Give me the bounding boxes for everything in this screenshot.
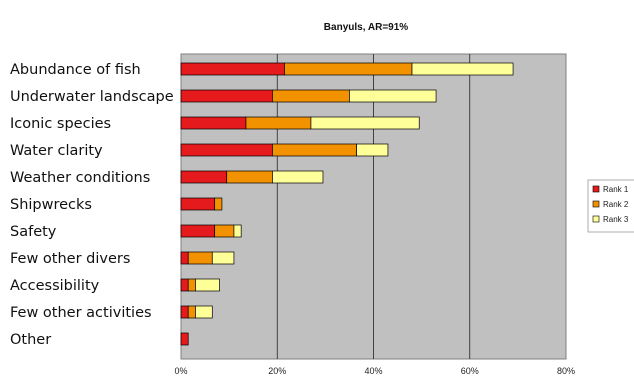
- legend-label: Rank 1: [603, 185, 629, 194]
- category-label: Iconic species: [10, 116, 111, 132]
- bar-segment: [233, 224, 242, 238]
- category-label: Shipwrecks: [10, 197, 92, 213]
- bar-segment: [180, 89, 273, 103]
- legend-swatch: [592, 200, 600, 208]
- bar-segment: [180, 278, 189, 292]
- legend: Rank 1 Rank 2 Rank 3: [587, 179, 634, 233]
- chart-title: Banyuls, AR=91%: [324, 22, 408, 33]
- bar-segment: [180, 143, 273, 157]
- category-label: Abundance of fish: [10, 62, 141, 78]
- x-tick-label: 0%: [174, 366, 187, 376]
- bar-segment: [180, 197, 216, 211]
- category-label: Other: [10, 332, 51, 348]
- bar-segment: [411, 62, 514, 76]
- bar-segment: [180, 116, 247, 130]
- bar-segment: [180, 62, 285, 76]
- bar-segment: [272, 143, 358, 157]
- bar-segment: [187, 305, 196, 319]
- bar-segment: [272, 170, 324, 184]
- bar-segment: [214, 224, 235, 238]
- category-label: Few other activities: [10, 305, 152, 321]
- x-tick-labels: 0% 20% 40% 60% 80%: [174, 366, 575, 376]
- bar-segment: [284, 62, 413, 76]
- legend-label: Rank 2: [603, 200, 629, 209]
- bar-segment: [187, 251, 213, 265]
- bar-segment: [226, 170, 273, 184]
- category-label: Few other divers: [10, 251, 130, 267]
- bar-segment: [180, 251, 189, 265]
- bar-segment: [195, 305, 213, 319]
- category-label: Water clarity: [10, 143, 103, 159]
- x-tick-label: 80%: [557, 366, 575, 376]
- category-label: Safety: [10, 224, 57, 240]
- bar-segment: [356, 143, 389, 157]
- bar-segment: [187, 278, 196, 292]
- bar-segment: [180, 170, 228, 184]
- legend-label: Rank 3: [603, 215, 629, 224]
- legend-swatch: [592, 215, 600, 223]
- category-label: Weather conditions: [10, 170, 150, 186]
- bar-segment: [349, 89, 437, 103]
- bar-segment: [180, 332, 189, 346]
- legend-swatch: [592, 185, 600, 193]
- bar-segment: [214, 197, 223, 211]
- bar-segment: [211, 251, 235, 265]
- bar-segment: [272, 89, 350, 103]
- x-tick-label: 20%: [268, 366, 286, 376]
- bars: [180, 62, 514, 346]
- category-label: Accessibility: [10, 278, 100, 294]
- bar-segment: [180, 224, 216, 238]
- bar-segment: [310, 116, 420, 130]
- x-tick-label: 60%: [461, 366, 479, 376]
- gridlines: [276, 54, 471, 359]
- category-labels: Abundance of fish Underwater landscape Ico…: [10, 62, 174, 348]
- category-label: Underwater landscape: [10, 89, 174, 105]
- bar-segment: [180, 305, 189, 319]
- bar-segment: [195, 278, 220, 292]
- bar-segment: [245, 116, 312, 130]
- x-tick-label: 40%: [364, 366, 382, 376]
